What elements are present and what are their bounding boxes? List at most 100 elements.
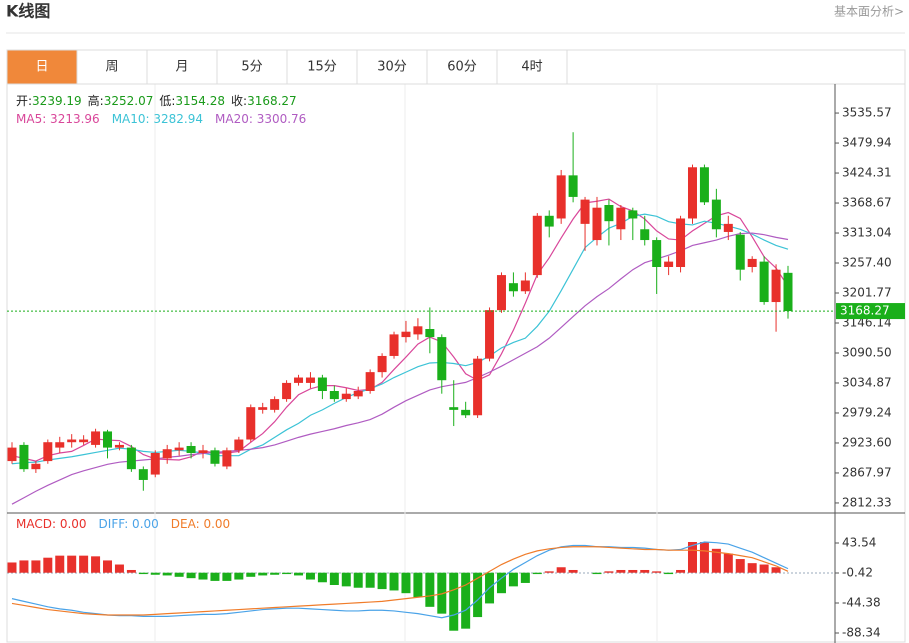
tab[interactable] [286, 49, 358, 85]
macd-bar [413, 572, 423, 598]
ohlc-legend-label: 低: [159, 94, 175, 108]
macd-bar [353, 572, 363, 588]
ohlc-legend-value: 3154.28 [175, 94, 225, 108]
macd-bar [103, 560, 113, 573]
macd-bar [210, 572, 220, 581]
candle-body [496, 275, 506, 311]
tab[interactable] [216, 49, 288, 85]
y-tick-label: 2812.33 [842, 495, 892, 509]
tab[interactable] [356, 49, 428, 85]
candle-body [126, 447, 136, 470]
macd-bar [544, 571, 554, 573]
tab-label[interactable]: 月 [175, 60, 188, 75]
candle-body [449, 407, 459, 410]
candle-body [270, 399, 280, 410]
candle-body [735, 234, 745, 270]
y-tick-label: 3257.40 [842, 256, 892, 270]
macd-bar [687, 542, 697, 573]
tab-label[interactable]: 15分 [307, 60, 337, 75]
y-tick-label: -0.42 [842, 565, 873, 579]
candle-body [43, 442, 53, 462]
candle-body [294, 377, 304, 383]
ohlc-legend-value: 3239.19 [32, 94, 82, 108]
candle-body [114, 444, 124, 448]
candle-body [55, 442, 65, 448]
candle-body [365, 372, 375, 391]
candle-body [699, 167, 709, 203]
analysis-link[interactable]: 基本面分析> [834, 5, 904, 19]
plot: 3535.57 3479.94 3424.31 3368.67 3313.04 3257.… [7, 93, 905, 639]
tab-label[interactable]: 周 [105, 60, 118, 75]
tab[interactable] [6, 49, 78, 85]
y-tick-label: -88.34 [842, 625, 881, 639]
macd-bar [449, 572, 459, 631]
candle-body [425, 329, 435, 338]
candle-body [150, 452, 160, 475]
macd-bar [31, 560, 41, 573]
y-tick-label: 3034.87 [842, 375, 892, 389]
y-tick-label: 2867.97 [842, 465, 892, 479]
macd-legend-entry: MACD: 0.00 [16, 517, 87, 531]
macd-bar [735, 559, 745, 573]
ohlc-legend-label: 开: [16, 94, 32, 108]
macd-legend: MACD: 0.00 DIFF: 0.00 DEA: 0.00 [16, 517, 230, 531]
macd-bar [222, 572, 232, 581]
macd-bar [282, 572, 292, 575]
candle-body [556, 175, 566, 219]
candle-body [138, 469, 148, 480]
candle-body [377, 355, 387, 373]
macd-bar [43, 557, 53, 573]
tab-label[interactable]: 日 [35, 60, 48, 75]
candle-body [353, 390, 363, 397]
y-tick-label: -44.38 [842, 595, 881, 609]
macd-bar [198, 572, 208, 580]
macd-bar [652, 571, 662, 573]
macd-bar [341, 572, 351, 587]
ma-line [11, 213, 789, 465]
tab-label[interactable]: 5分 [241, 60, 262, 75]
tab[interactable] [496, 49, 568, 85]
tab[interactable] [76, 49, 148, 85]
candle-body [67, 439, 77, 443]
macd-bar [317, 572, 327, 583]
candle-body [329, 390, 339, 400]
page-title: K线图 [6, 2, 50, 21]
macd-line [11, 546, 789, 616]
macd-bar [508, 572, 518, 587]
candle-body [520, 280, 530, 292]
ohlc-legend-value: 3168.27 [247, 94, 297, 108]
macd-legend-entry: DIFF: 0.00 [99, 517, 159, 531]
candle-body [723, 223, 733, 232]
tab-label[interactable]: 4时 [521, 60, 542, 75]
macd-bar [365, 572, 375, 588]
macd-bar [91, 556, 101, 573]
macd-bar [664, 572, 674, 575]
candle-body [783, 272, 793, 312]
tab[interactable] [146, 49, 218, 85]
candle-body [282, 382, 292, 400]
ohlc-legend-label: 高: [88, 93, 104, 108]
ohlc-legend-value: 3252.07 [104, 94, 154, 108]
candle-body [687, 167, 697, 219]
macd-legend-entry: DEA: 0.00 [171, 517, 230, 531]
macd-bar [126, 569, 136, 573]
candle-body [568, 175, 578, 197]
macd-line [11, 541, 789, 619]
macd-bar [711, 548, 721, 573]
macd-bar [568, 569, 578, 573]
candle-body [79, 439, 89, 443]
macd-bar [294, 572, 304, 576]
tab-label[interactable]: 30分 [377, 60, 407, 75]
macd-bar [759, 564, 769, 573]
candle-body [258, 407, 268, 410]
y-tick-label: 3313.04 [842, 226, 892, 240]
macd-bar [174, 572, 184, 577]
ohlc-legend: 开:3239.19 高:3252.07 低:3154.28 收:3168.27 [16, 93, 297, 108]
y-tick-label: 3479.94 [842, 136, 892, 150]
candle-body [711, 199, 721, 230]
macd-bar [771, 567, 781, 573]
candle-body [437, 337, 447, 381]
candle-body [461, 409, 471, 416]
tab-label[interactable]: 60分 [447, 60, 477, 75]
ma-legend-entry: MA10: 3282.94 [112, 112, 203, 126]
